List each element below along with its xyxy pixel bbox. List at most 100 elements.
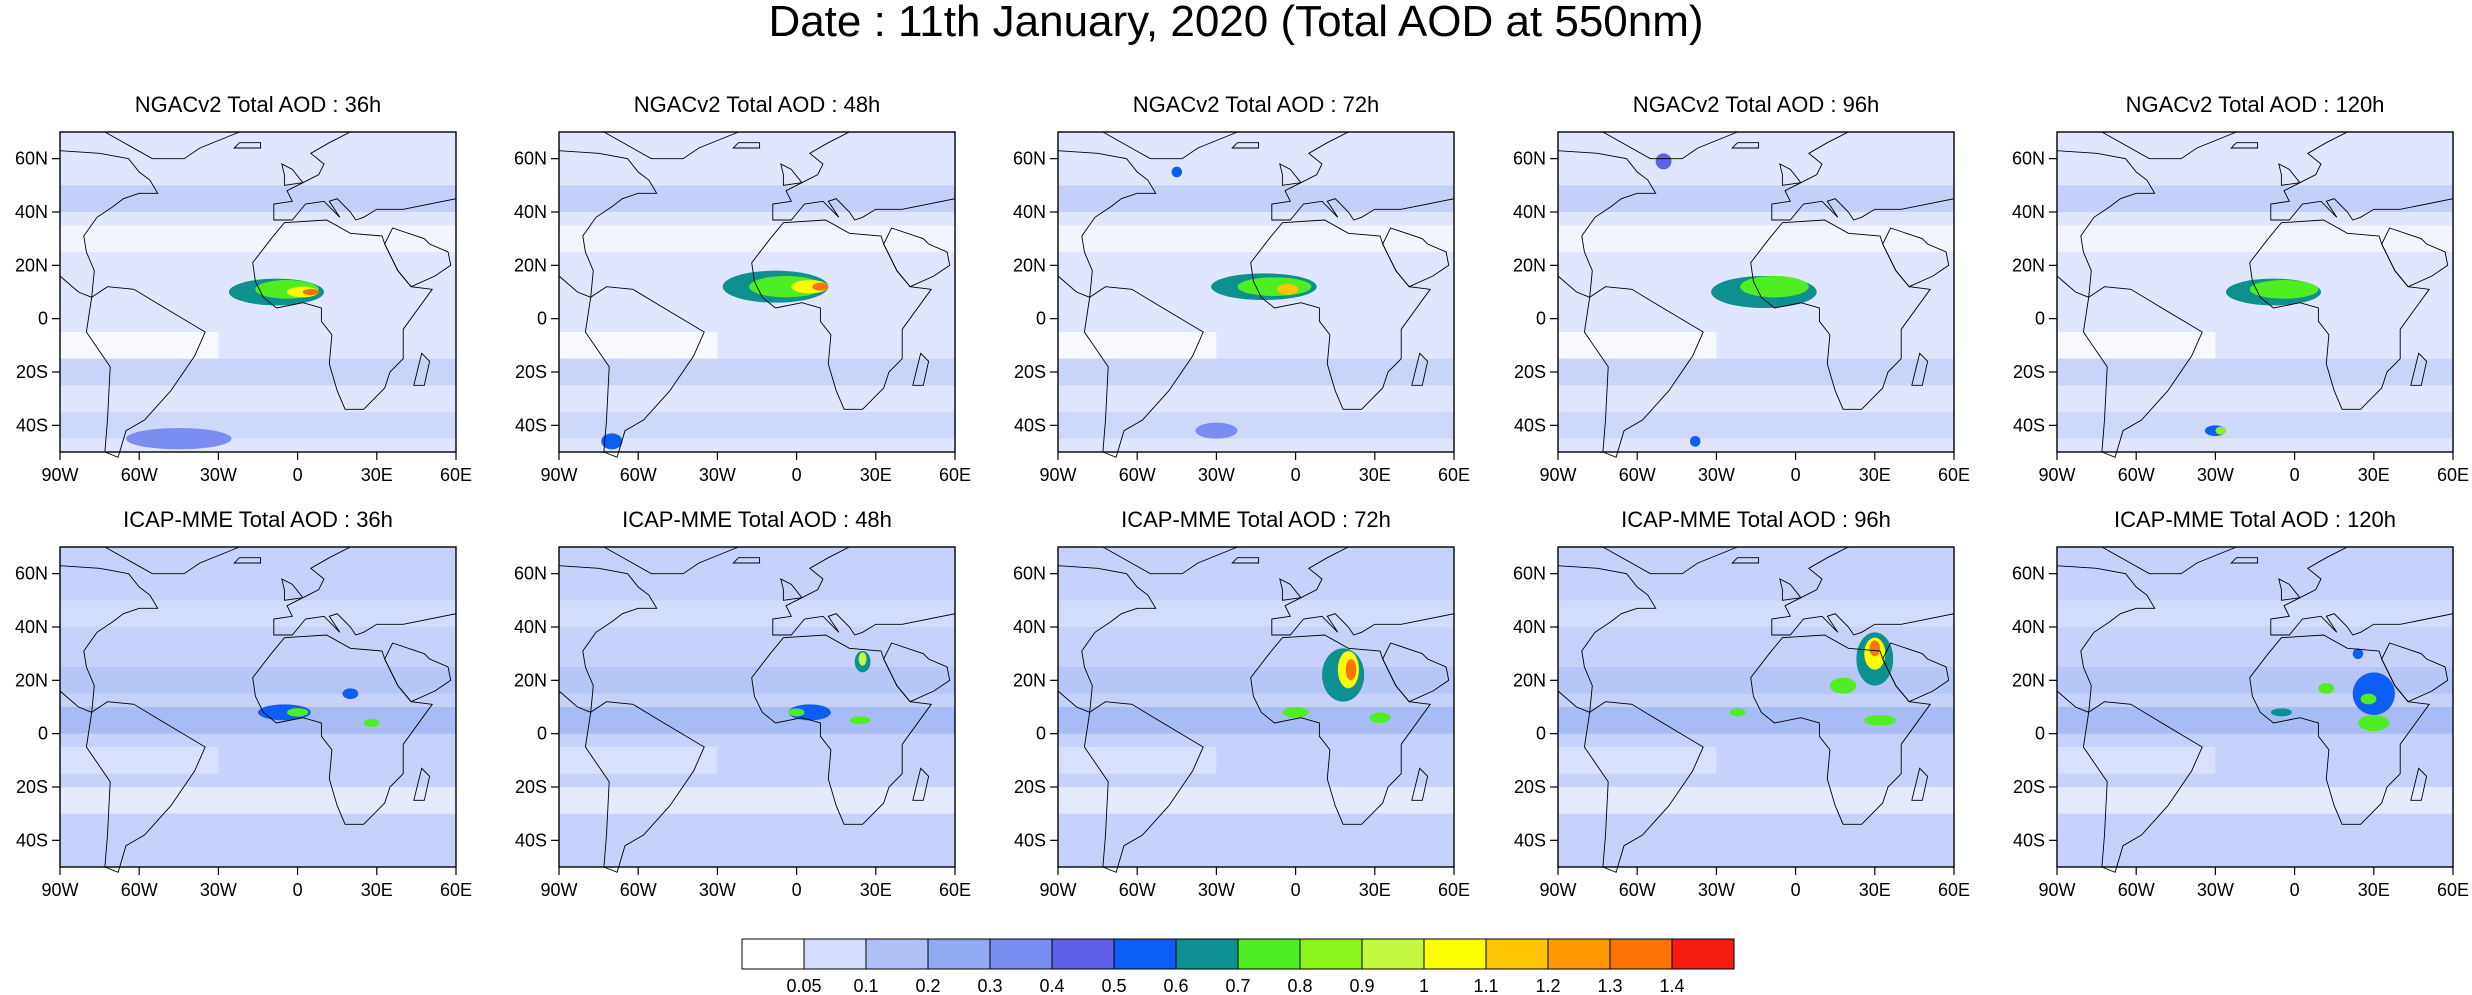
colorbar-swatch: [803, 938, 867, 970]
aod-plume: [1171, 166, 1183, 178]
x-tick-label: 60E: [1438, 880, 1470, 900]
map-frame: [1057, 131, 1455, 453]
colorbar-swatch: [741, 938, 805, 970]
colorbar-swatch: [1175, 938, 1239, 970]
aod-plume: [126, 428, 232, 450]
aod-plume: [2352, 648, 2364, 659]
colorbar-swatch: [1547, 938, 1611, 970]
coastline-africa: [252, 219, 434, 410]
panel-title: NGACv2 Total AOD : 72h: [1132, 92, 1380, 117]
coastline-iceland: [2230, 142, 2259, 149]
aod-band: [1558, 185, 1954, 212]
y-tick-label: 40N: [2012, 617, 2045, 637]
colorbar-label: 0.3: [977, 976, 1002, 994]
x-tick-label: 60W: [1119, 880, 1156, 900]
coastline-arabia: [384, 227, 452, 288]
panel-title: ICAP-MME Total AOD : 120h: [2113, 507, 2397, 532]
coastline-south-america: [1583, 286, 1704, 458]
panel-title: ICAP-MME Total AOD : 48h: [622, 507, 892, 532]
coastline-madagascar: [2410, 352, 2428, 386]
map-panel: NGACv2 Total AOD : 96h 90W 60W 30W 0 30E 60E 60…: [1513, 92, 1970, 512]
y-tick-label: 40S: [1014, 830, 1046, 850]
aod-band: [2057, 747, 2216, 774]
coastline-north-america: [558, 150, 658, 298]
aod-band: [2057, 332, 2216, 359]
colorbar-label: 0.8: [1287, 976, 1312, 994]
coastline-arabia: [1882, 642, 1950, 703]
y-tick-label: 20S: [1014, 362, 1046, 382]
x-tick-label: 60E: [1938, 465, 1970, 485]
coastline-europe: [1271, 131, 1455, 221]
aod-map: 90W 60W 30W 0 30E 60E 60N 40N 20N 0 20S 40S: [15, 131, 472, 485]
map-frame: [59, 546, 457, 868]
x-tick-label: 60W: [2118, 465, 2155, 485]
coastline-iceland: [233, 557, 262, 564]
coastline-uk: [1779, 578, 1802, 601]
coastline-uk: [2278, 578, 2301, 601]
coastline-madagascar: [1411, 767, 1429, 801]
y-tick-label: 0: [537, 724, 547, 744]
x-tick-label: 60E: [440, 465, 472, 485]
aod-band: [60, 358, 456, 386]
y-tick-label: 40N: [15, 617, 48, 637]
aod-plume: [363, 719, 380, 727]
coastline-africa: [751, 219, 933, 410]
y-tick-label: 60N: [15, 149, 48, 169]
aod-map: 90W 60W 30W 0 30E 60E 60N 40N 20N 0 20S 40S: [2012, 131, 2469, 485]
colorbar-label: 0.7: [1225, 976, 1250, 994]
y-tick-label: 60N: [514, 149, 547, 169]
y-tick-label: 0: [38, 724, 48, 744]
coastline-north-america: [59, 150, 159, 298]
y-tick-label: 20N: [1013, 670, 1046, 690]
aod-plume: [1195, 422, 1238, 439]
coastline-madagascar: [912, 352, 930, 386]
y-tick-label: 0: [38, 309, 48, 329]
aod-map: 90W 60W 30W 0 30E 60E 60N 40N 20N 0 20S 40S: [1513, 131, 1970, 485]
y-tick-label: 40S: [1514, 830, 1546, 850]
aod-band: [1058, 787, 1454, 814]
aod-band: [1558, 358, 1954, 386]
x-tick-label: 30E: [361, 880, 393, 900]
colorbar-swatch: [1609, 938, 1673, 970]
x-tick-label: 0: [2290, 880, 2300, 900]
y-tick-label: 40N: [1013, 617, 1046, 637]
aod-plume: [812, 282, 829, 291]
aod-band: [1558, 412, 1954, 439]
x-tick-label: 60E: [939, 465, 971, 485]
map-frame: [558, 546, 956, 868]
x-tick-label: 0: [2290, 465, 2300, 485]
aod-map: 90W 60W 30W 0 30E 60E 60N 40N 20N 0 20S 40S: [1013, 546, 1470, 900]
x-tick-label: 90W: [1039, 880, 1076, 900]
coastline-europe: [1771, 131, 1955, 221]
coastline-uk: [2278, 163, 2301, 186]
x-tick-label: 30W: [1198, 465, 1235, 485]
coastline-africa: [2249, 634, 2431, 825]
y-tick-label: 60N: [1013, 149, 1046, 169]
coastline-south-america: [2082, 701, 2203, 873]
panel-title: ICAP-MME Total AOD : 72h: [1121, 507, 1391, 532]
aod-band: [60, 185, 456, 212]
x-tick-label: 0: [293, 880, 303, 900]
colorbar-label: 1.4: [1659, 976, 1684, 994]
y-tick-label: 0: [537, 309, 547, 329]
y-tick-label: 20S: [2013, 362, 2045, 382]
aod-plume: [287, 708, 309, 717]
aod-band: [559, 707, 955, 734]
y-tick-label: 60N: [1513, 564, 1546, 584]
aod-plume: [1729, 708, 1746, 717]
x-tick-label: 90W: [2038, 880, 2075, 900]
coastline-uk: [1779, 163, 1802, 186]
aod-band: [1058, 358, 1454, 386]
aod-map: 90W 60W 30W 0 30E 60E 60N 40N 20N 0 20S 40S: [514, 131, 971, 485]
y-tick-label: 20S: [1514, 777, 1546, 797]
coastline-north-america: [2056, 565, 2156, 713]
coastline-iceland: [233, 142, 262, 149]
x-tick-label: 60E: [939, 880, 971, 900]
y-tick-label: 20S: [1514, 362, 1546, 382]
coastline-uk: [780, 578, 803, 601]
y-tick-label: 40S: [515, 415, 547, 435]
aod-band: [1058, 412, 1454, 439]
y-tick-label: 20N: [15, 670, 48, 690]
colorbar-label: 1.3: [1597, 976, 1622, 994]
coastline-madagascar: [1411, 352, 1429, 386]
